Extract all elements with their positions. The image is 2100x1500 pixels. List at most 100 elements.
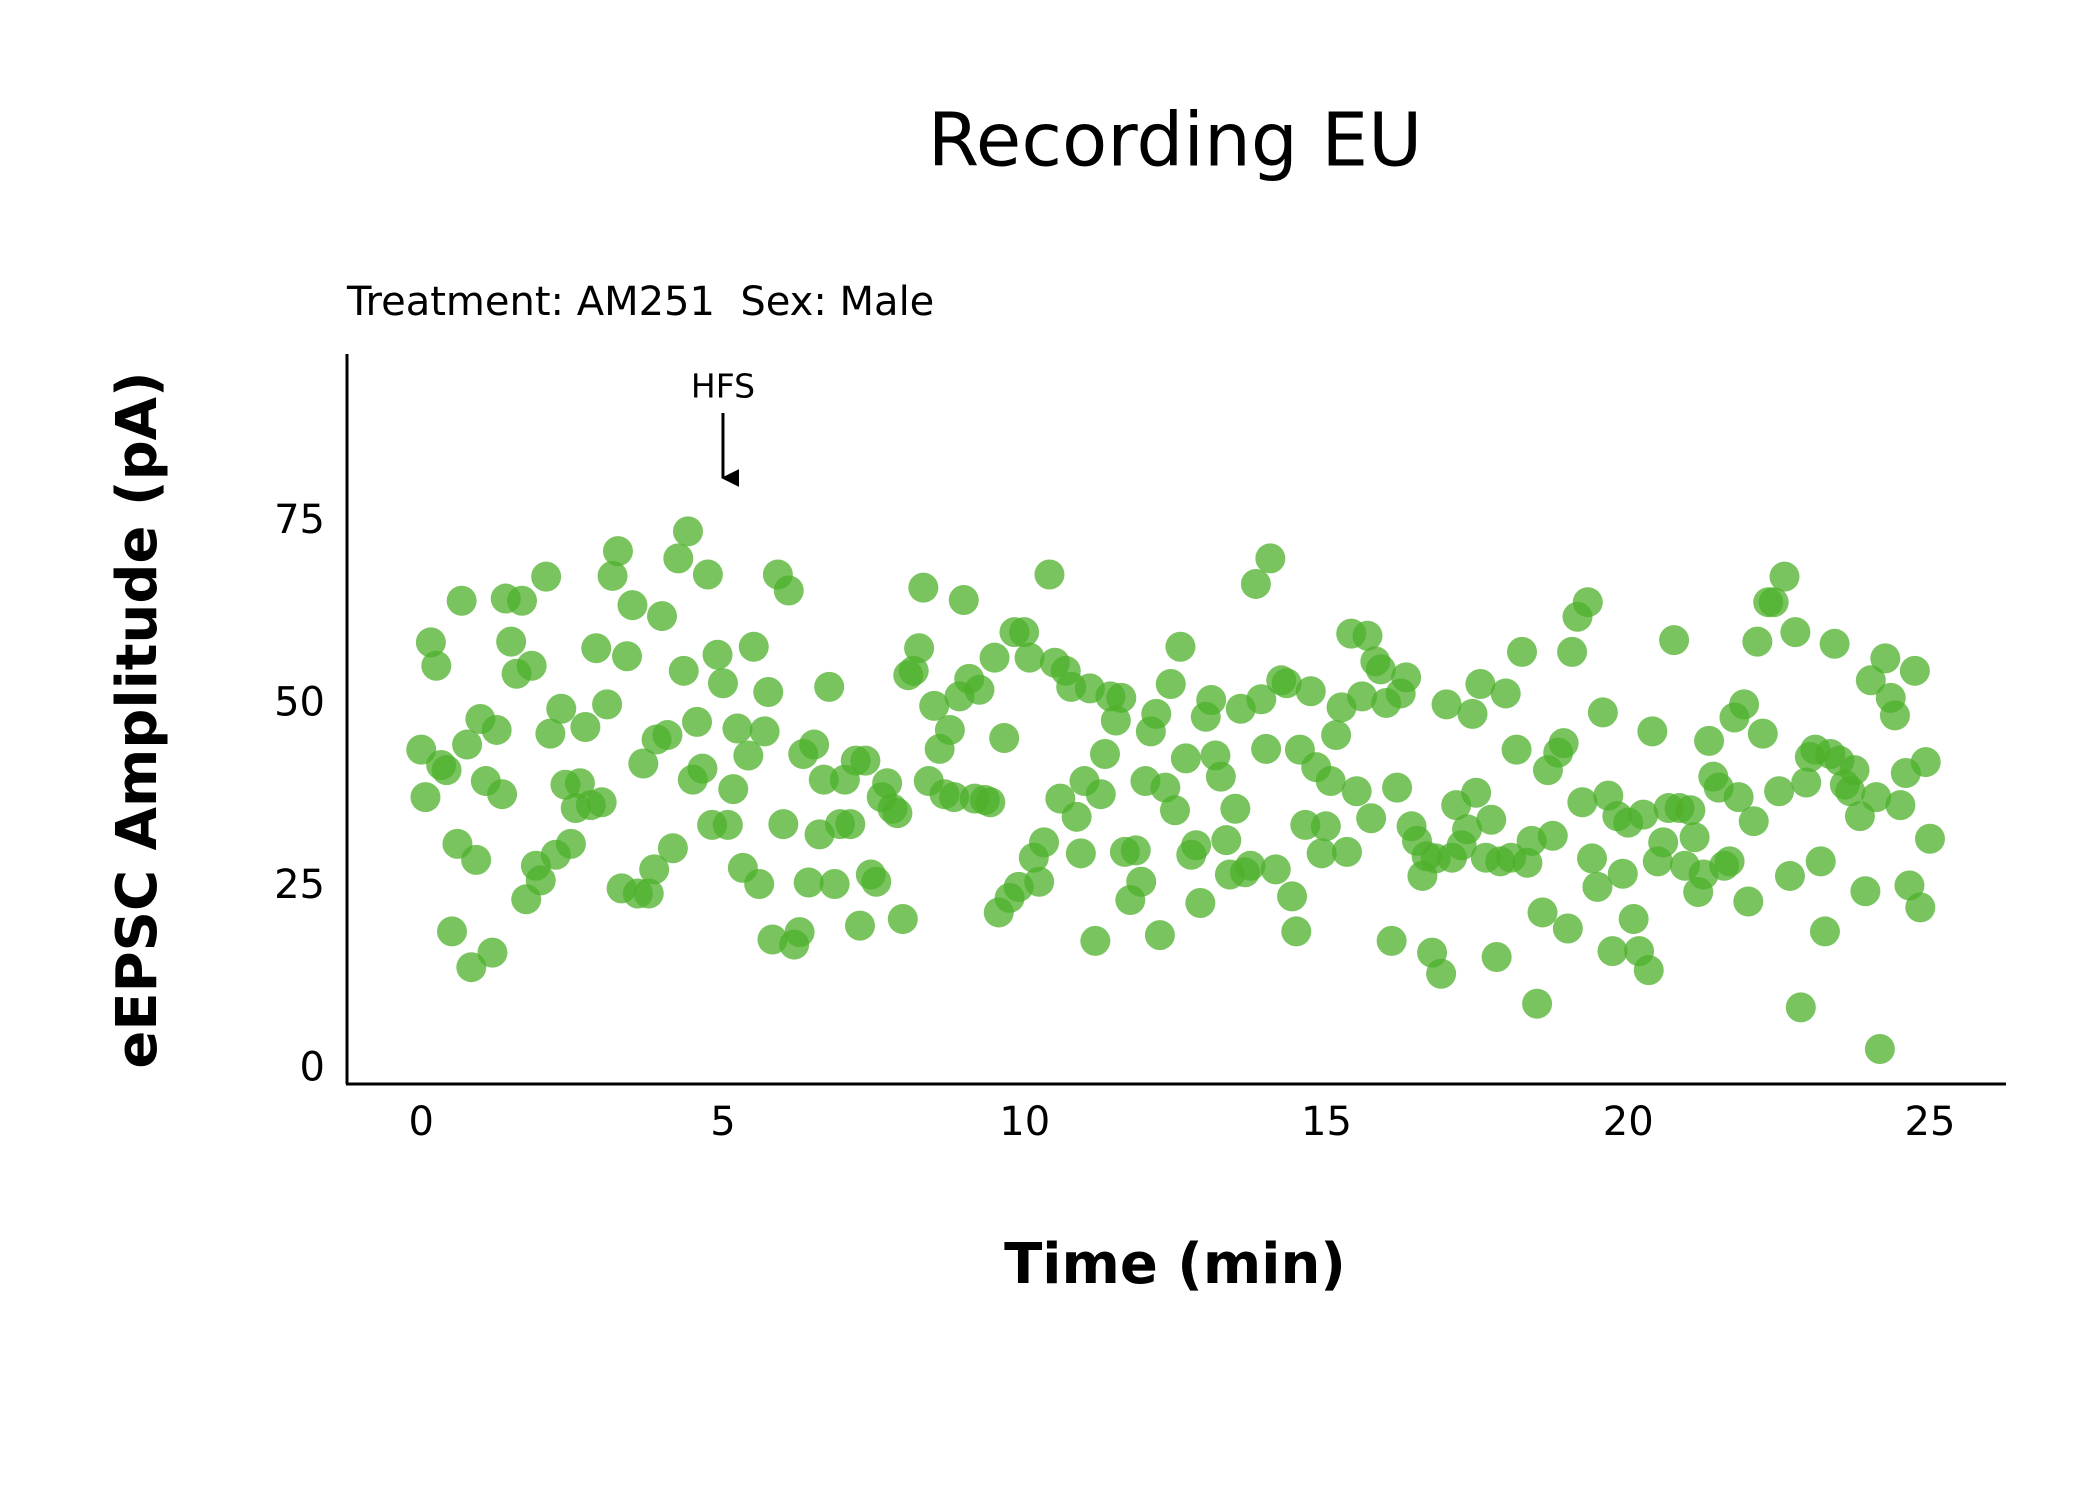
y-tick-label: 50: [274, 679, 325, 725]
data-point: [887, 904, 918, 935]
data-point: [1065, 838, 1096, 869]
data-point: [850, 745, 881, 776]
data-point: [1914, 823, 1945, 854]
data-point: [1764, 776, 1795, 807]
data-point: [1461, 777, 1492, 808]
data-point: [1729, 689, 1760, 720]
data-point: [581, 633, 612, 664]
data-point: [1628, 799, 1659, 830]
data-point: [1061, 801, 1092, 832]
data-point: [1185, 887, 1216, 918]
data-point: [1481, 941, 1512, 972]
data-point: [456, 952, 487, 983]
data-point: [799, 729, 830, 760]
y-tick-label: 25: [274, 862, 325, 908]
data-point: [1850, 876, 1881, 907]
data-point: [657, 833, 688, 864]
data-point: [431, 755, 462, 786]
annotation-label: HFS: [691, 367, 755, 406]
y-axis-label: eEPSC Amplitude (pA): [105, 371, 170, 1068]
data-point: [1260, 854, 1291, 885]
data-point: [948, 585, 979, 616]
data-point: [964, 674, 995, 705]
data-point: [979, 642, 1010, 673]
data-point: [1196, 685, 1227, 716]
y-tick-label: 75: [274, 497, 325, 543]
data-point: [1235, 850, 1266, 881]
data-point: [1271, 668, 1302, 699]
data-point: [1910, 747, 1941, 778]
data-point: [1679, 822, 1710, 853]
data-point: [535, 718, 566, 749]
data-point: [1870, 643, 1901, 674]
data-point: [586, 787, 617, 818]
data-point: [1839, 755, 1870, 786]
data-point: [718, 774, 749, 805]
x-tick-label: 5: [710, 1099, 735, 1145]
data-point: [1150, 772, 1181, 803]
data-point: [1465, 668, 1496, 699]
data-point: [819, 868, 850, 899]
data-point: [1618, 904, 1649, 935]
data-point: [1295, 676, 1326, 707]
data-point: [733, 740, 764, 771]
data-point: [672, 516, 703, 547]
data-point: [446, 585, 477, 616]
data-point: [1014, 642, 1045, 673]
data-point: [668, 655, 699, 686]
data-point: [496, 626, 527, 657]
data-point: [1557, 636, 1588, 667]
data-point: [1582, 871, 1613, 902]
data-point: [1527, 897, 1558, 928]
data-point: [1522, 988, 1553, 1019]
data-point: [1144, 920, 1175, 951]
data-point: [663, 543, 694, 574]
data-point: [477, 937, 508, 968]
data-point: [1659, 625, 1690, 656]
data-point: [410, 782, 441, 813]
data-point: [1738, 806, 1769, 837]
chart-title: Recording EU: [928, 98, 1423, 184]
data-point: [835, 809, 866, 840]
data-point: [617, 590, 648, 621]
data-point: [784, 917, 815, 948]
data-point: [1648, 827, 1679, 858]
data-point: [1141, 698, 1172, 729]
data-point: [1310, 811, 1341, 842]
data-point: [1490, 678, 1521, 709]
x-tick-label: 25: [1905, 1099, 1956, 1145]
data-point: [1791, 767, 1822, 798]
data-point: [1774, 860, 1805, 891]
data-point: [546, 693, 577, 724]
data-point: [1607, 858, 1638, 889]
data-point: [1733, 886, 1764, 917]
data-point: [1587, 697, 1618, 728]
data-point: [1159, 795, 1190, 826]
data-point: [1120, 835, 1151, 866]
data-point: [1885, 790, 1916, 821]
data-point: [1321, 720, 1352, 751]
data-point: [768, 809, 799, 840]
data-point: [1205, 761, 1236, 792]
data-point: [1431, 689, 1462, 720]
data-point: [702, 639, 733, 670]
x-tick-label: 15: [1301, 1099, 1352, 1145]
data-point: [1675, 795, 1706, 826]
data-point: [1341, 776, 1372, 807]
data-point: [592, 689, 623, 720]
y-tick-label: 0: [300, 1044, 325, 1090]
data-point: [452, 729, 483, 760]
data-point: [908, 572, 939, 603]
subtitle: Treatment: AM251 Sex: Male: [346, 279, 934, 325]
data-point: [1758, 587, 1789, 618]
data-point: [1723, 782, 1754, 813]
data-point: [437, 916, 468, 947]
data-point: [814, 671, 845, 702]
data-point: [1034, 559, 1065, 590]
data-point: [1246, 684, 1277, 715]
data-point: [1024, 866, 1055, 897]
data-point: [1548, 728, 1579, 759]
data-point: [415, 627, 446, 658]
data-point: [1281, 916, 1312, 947]
